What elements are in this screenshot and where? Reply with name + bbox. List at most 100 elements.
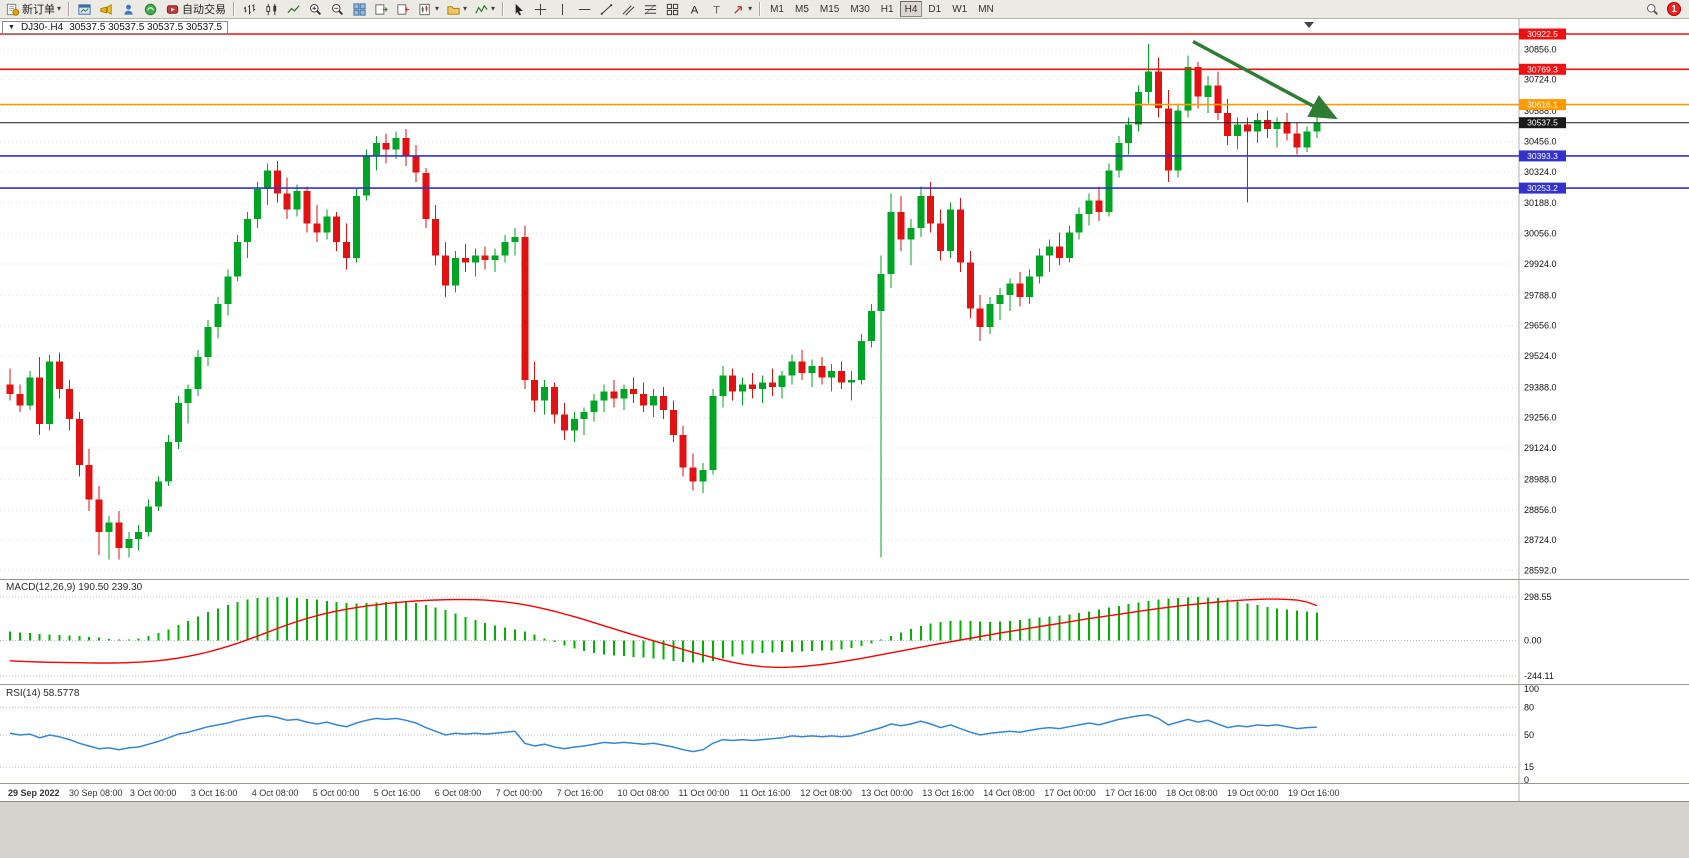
price-axis-label: 29256.0 [1524,413,1557,423]
time-axis-label: 29 Sep 2022 [8,788,60,798]
time-axis-label: 12 Oct 08:00 [800,788,852,798]
price-tag-30253.2 [1519,182,1566,194]
price-tags: 30922.5 30769.3 30616.1 30537.5 30393.3 30253… [1519,28,1566,194]
macd-indicator-label: MACD(12,26,9) 190.50 239.30 [6,582,143,593]
zoom-in-button[interactable] [305,1,326,18]
chart-shift-marker[interactable] [1304,22,1314,28]
timeframe-d1-button[interactable]: D1 [923,1,946,17]
timeframe-m15-button[interactable]: M15 [815,1,844,17]
timeframe-m30-button[interactable]: M30 [845,1,874,17]
time-axis-label: 3 Oct 16:00 [191,788,238,798]
time-axis-label: 30 Sep 08:00 [69,788,123,798]
arrows-tool-button[interactable]: ▾ [728,1,755,18]
chart-window-button[interactable] [74,1,95,18]
price-axis-label: 29924.0 [1524,259,1557,269]
channel-tool-button[interactable] [618,1,639,18]
price-tag-30922.5 [1519,28,1566,40]
price-tag-label: 30537.5 [1527,118,1558,128]
crosshair-tool-button[interactable] [530,1,551,18]
timeframe-w1-button[interactable]: W1 [947,1,972,17]
text-label-icon: T [713,4,720,16]
vertical-line-tool-button[interactable] [552,1,573,18]
chart-shift-button[interactable] [393,1,414,18]
price-axis: 30856.0 30724.0 30588.0 30456.0 30324.0 30188… [1524,44,1557,575]
contacts-button[interactable] [118,1,139,18]
toolbar-separator [759,2,762,16]
macd-axis-label: -244.11 [1524,671,1554,681]
timeframe-mn-button[interactable]: MN [973,1,999,17]
shapes-tool-button[interactable] [662,1,683,18]
macd-axis-label: 0.00 [1524,636,1542,646]
timeframe-h1-button[interactable]: H1 [876,1,899,17]
zoom-in-icon [310,3,322,15]
time-axis-label: 19 Oct 16:00 [1288,788,1340,798]
announcement-button[interactable] [96,1,117,18]
toolbar-separator [502,2,505,16]
dropdown-caret: ▾ [435,4,440,13]
new-chart-button[interactable]: ▾ [415,1,442,18]
auto-scroll-button[interactable] [371,1,392,18]
search-button[interactable] [1642,1,1663,18]
price-axis-label: 30724.0 [1524,75,1557,85]
price-axis-label: 28592.0 [1524,566,1557,576]
rsi-axis-label: 15 [1524,762,1534,772]
horizontal-line-tool-button[interactable] [574,1,595,18]
price-tag-30616.1 [1519,99,1566,111]
new-order-button[interactable]: 新订单 ▾ [2,1,64,18]
line-chart-button[interactable] [283,1,304,18]
label-tool-button[interactable]: T [706,1,727,18]
time-axis-label: 6 Oct 08:00 [435,788,482,798]
trend-arrow[interactable] [1192,39,1338,120]
trendline-icon [600,3,613,15]
horn-icon [100,3,112,15]
zoom-out-button[interactable] [327,1,348,18]
autotrading-icon [166,4,179,14]
time-axis-label: 7 Oct 16:00 [557,788,604,798]
auto-scroll-icon [375,3,388,15]
rsi-line [9,714,1317,753]
time-axis-label: 7 Oct 00:00 [496,788,543,798]
candlestick-chart-button[interactable] [261,1,282,18]
bar-chart-button[interactable] [239,1,260,18]
collapse-triangle-icon[interactable]: ▼ [8,24,15,31]
macd-panel: 298.55 0.00 -244.11 [0,592,1554,681]
fibonacci-tool-button[interactable] [640,1,661,18]
fibonacci-icon [644,3,657,15]
price-tag-30769.3 [1519,63,1566,75]
profiles-button[interactable]: ▾ [443,1,470,18]
community-button[interactable] [140,1,161,18]
rsi-axis-label: 50 [1524,730,1534,740]
autotrading-button[interactable]: 自动交易 [162,1,229,18]
indicators-icon [475,4,488,14]
shapes-grid-icon [666,3,679,15]
price-axis-label: 29656.0 [1524,321,1557,331]
toolbar-separator [233,2,236,16]
timeframe-m5-button[interactable]: M5 [790,1,814,17]
macd-axis-label: 298.55 [1524,592,1552,602]
equidistant-channel-icon [622,4,635,15]
profiles-folder-icon [447,5,460,15]
trendline-tool-button[interactable] [596,1,617,18]
price-axis-label: 28856.0 [1524,505,1557,515]
new-order-label: 新订单 [22,4,55,16]
chart-window-icon [78,3,91,15]
time-axis-label: 17 Oct 16:00 [1105,788,1157,798]
dropdown-caret: ▾ [463,4,468,13]
text-tool-button[interactable]: A [684,1,705,18]
price-axis-label: 30856.0 [1524,44,1557,54]
cursor-tool-button[interactable] [508,1,529,18]
notification-badge[interactable]: 1 [1667,2,1681,16]
price-axis-label: 28988.0 [1524,475,1557,485]
chart-title-box[interactable]: ▼ DJ30-.H4 30537.5 30537.5 30537.5 30537… [2,21,229,34]
timeframe-h4-button[interactable]: H4 [899,1,923,17]
timeframe-m1-button[interactable]: M1 [765,1,789,17]
time-axis[interactable]: 29 Sep 2022 30 Sep 08:00 3 Oct 00:00 3 Oct … [8,788,1340,798]
rsi-axis-label: 0 [1524,775,1529,785]
tile-windows-button[interactable] [349,1,370,18]
time-axis-label: 17 Oct 00:00 [1044,788,1096,798]
indicators-button[interactable]: ▾ [471,1,498,18]
timeframe-group: M1 M5 M15 M30 H1 H4 D1 W1 MN [765,1,999,17]
price-tag-label: 30922.5 [1527,29,1558,39]
time-axis-label: 10 Oct 08:00 [618,788,670,798]
